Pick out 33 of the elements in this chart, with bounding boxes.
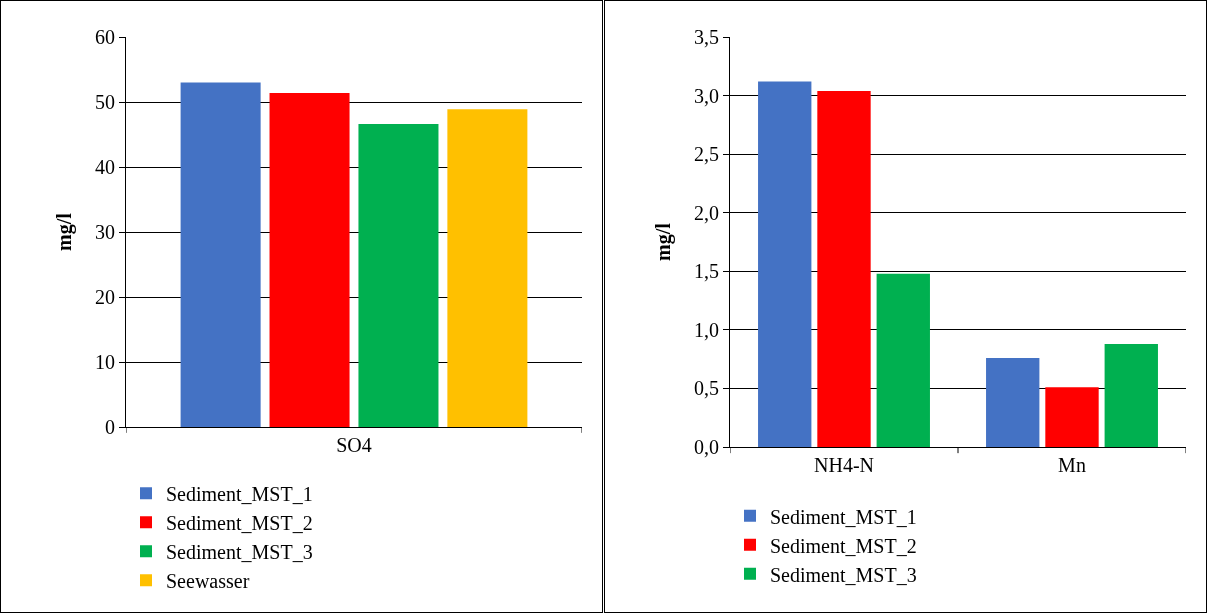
y-tick-label: 30 [95, 221, 115, 243]
legend-label: Seewasser [166, 570, 250, 593]
bar [1104, 343, 1158, 447]
x-tick-label: SO4 [336, 434, 372, 456]
y-tick-label: 20 [95, 286, 115, 308]
y-tick-label: 10 [95, 351, 115, 373]
legend-label: Sediment_MST_2 [166, 512, 313, 535]
y-tick-label: 2,0 [694, 201, 719, 224]
bar [817, 90, 871, 447]
y-tick-label: 40 [95, 156, 115, 178]
y-tick-label: 60 [95, 26, 115, 48]
x-tick-label: NH4-N [814, 454, 874, 476]
y-tick-label: 3,0 [694, 84, 719, 107]
y-tick-label: 50 [95, 91, 115, 113]
y-tick-label: 0,5 [694, 377, 719, 400]
y-tick-label: 2,5 [694, 143, 719, 166]
legend-label: Sediment_MST_3 [770, 563, 917, 586]
y-axis-title: mg/l [651, 222, 675, 261]
legend-label: Sediment_MST_2 [770, 534, 917, 557]
x-tick-label: Mn [1058, 454, 1086, 476]
y-axis-title: mg/l [52, 212, 76, 251]
y-tick-label: 3,5 [694, 26, 719, 48]
bar [758, 81, 812, 447]
legend-label: Sediment_MST_1 [770, 505, 917, 528]
y-tick-label: 1,5 [694, 260, 719, 283]
y-tick-label: 1,0 [694, 318, 719, 341]
bar [986, 357, 1040, 447]
bar [876, 273, 930, 447]
y-tick-label: 0,0 [694, 436, 719, 458]
y-tick-label: 0 [105, 416, 115, 438]
bar [1045, 387, 1099, 447]
legend-label: Sediment_MST_1 [166, 483, 313, 506]
legend-label: Sediment_MST_3 [166, 541, 313, 564]
